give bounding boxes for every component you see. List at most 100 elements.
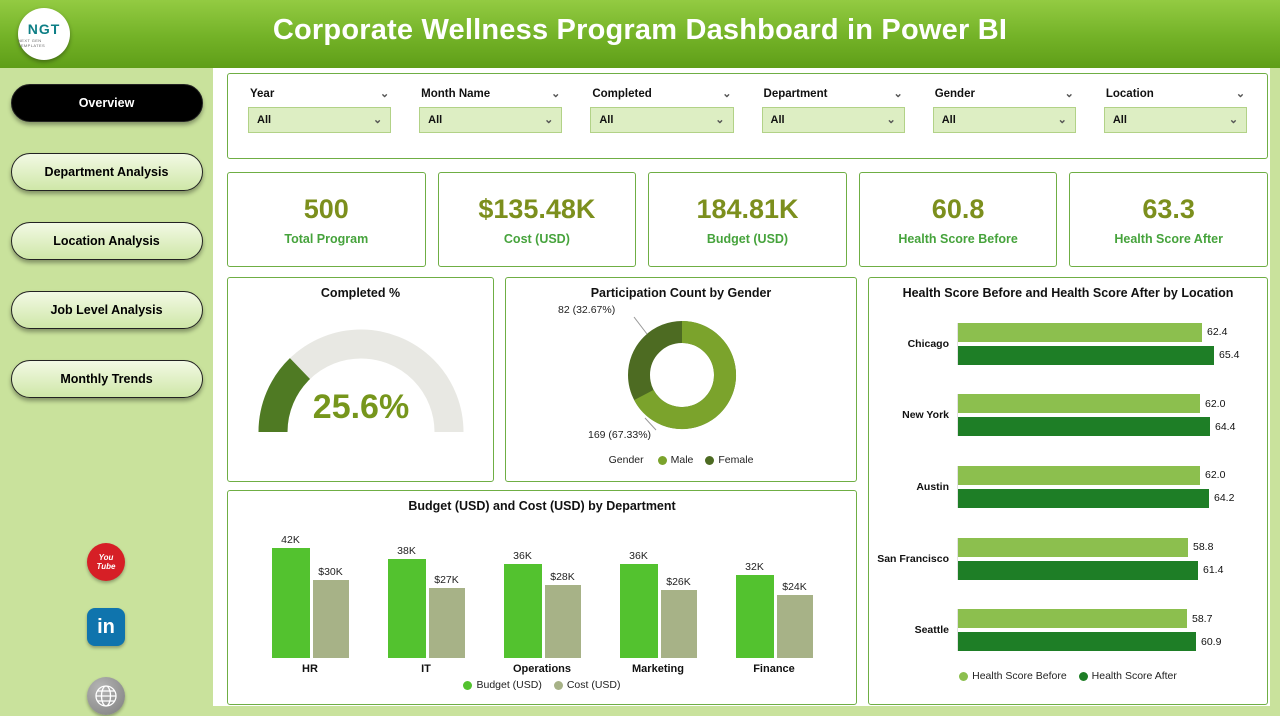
bar-column: 42K — [271, 534, 310, 658]
column-bar[interactable] — [735, 575, 774, 658]
hbar-bar[interactable] — [958, 632, 1196, 652]
legend-item[interactable]: Male — [657, 454, 694, 466]
filter-label: Gender — [934, 88, 975, 100]
hbar-rows: Chicago 62.4 65.4 New York 62.0 64.4 Austin 62.… — [869, 300, 1267, 666]
hbar-bar[interactable] — [958, 488, 1209, 508]
sidebar-item-department-analysis[interactable]: Department Analysis — [10, 153, 203, 191]
chevron-down-icon[interactable]: ⌄ — [1235, 88, 1246, 100]
youtube-icon[interactable]: You Tube — [87, 543, 125, 581]
chart-title: Participation Count by Gender — [590, 286, 772, 300]
column-bar[interactable] — [312, 580, 349, 658]
column-bars: 36K $26K — [619, 550, 697, 658]
donut-card: Participation Count by Gender 82 (32.67%… — [505, 277, 857, 482]
column-bar[interactable] — [776, 595, 813, 658]
filter-month-dropdown[interactable]: All ⌄ — [419, 107, 563, 133]
kpi-label: Cost (USD) — [503, 231, 570, 246]
filter-month-name: Month Name ⌄ All ⌄ — [419, 88, 563, 158]
filter-department-dropdown[interactable]: All ⌄ — [761, 107, 905, 133]
hbar-line: 58.7 — [958, 609, 1259, 629]
data-label: $26K — [666, 576, 691, 588]
hbar-line: 62.4 — [958, 322, 1259, 342]
filter-location-dropdown[interactable]: All ⌄ — [1103, 107, 1248, 133]
column-bars: 38K $27K — [387, 545, 465, 658]
filter-value: All — [1112, 114, 1127, 126]
kpi-label: Budget (USD) — [706, 231, 789, 246]
chevron-down-icon[interactable]: ⌄ — [722, 88, 732, 100]
hbar-line: 65.4 — [958, 345, 1259, 365]
sidebar-item-location-analysis[interactable]: Location Analysis — [10, 222, 203, 260]
hbar-line: 62.0 — [958, 394, 1259, 414]
column-bars: 32K $24K — [735, 561, 813, 658]
hbar-row: Austin 62.0 64.2 — [877, 465, 1259, 508]
chevron-down-icon[interactable]: ⌄ — [379, 88, 390, 100]
hbar-bar[interactable] — [958, 394, 1200, 414]
data-label: 58.8 — [1193, 541, 1214, 554]
filter-label: Department — [763, 88, 828, 100]
filter-gender-dropdown[interactable]: All ⌄ — [932, 107, 1076, 133]
column-bar[interactable] — [271, 548, 310, 658]
data-label: 62.0 — [1205, 469, 1226, 482]
data-label: $30K — [318, 566, 343, 578]
legend-item[interactable]: Female — [705, 454, 753, 466]
logo-subtext: NEXT GEN TEMPLATES — [18, 37, 46, 48]
legend-label: Budget (USD) — [476, 679, 542, 691]
hbar-bar[interactable] — [958, 417, 1210, 437]
donut-svg — [628, 316, 736, 431]
chevron-down-icon[interactable]: ⌄ — [1064, 88, 1074, 100]
bar-column: 36K — [503, 550, 542, 658]
filter-label: Completed — [592, 88, 652, 100]
linkedin-icon[interactable]: in — [87, 608, 125, 646]
website-globe-icon[interactable] — [87, 677, 125, 715]
kpi-card-cost: $135.48K Cost (USD) — [437, 172, 637, 267]
gauge-chart: 25.6% — [228, 300, 493, 452]
filter-year-dropdown[interactable]: All ⌄ — [248, 107, 392, 133]
legend-item[interactable]: Cost (USD) — [553, 679, 621, 691]
chevron-down-icon: ⌄ — [715, 114, 725, 126]
sidebar-item-overview[interactable]: Overview — [10, 84, 203, 122]
bar-column: 36K — [619, 550, 658, 658]
column-bar[interactable] — [544, 585, 581, 658]
hbar-line: 64.4 — [958, 417, 1259, 437]
hbar-line: 61.4 — [958, 560, 1259, 580]
hbar-chart-card: Health Score Before and Health Score Aft… — [868, 277, 1268, 705]
data-label: 60.9 — [1201, 635, 1222, 648]
column-bar[interactable] — [387, 559, 426, 658]
data-label: 64.2 — [1214, 492, 1235, 505]
hbar-line: 62.0 — [958, 465, 1259, 485]
sidebar-item-job-level-analysis[interactable]: Job Level Analysis — [10, 291, 203, 329]
legend-item[interactable]: Budget (USD) — [463, 679, 542, 691]
kpi-card-health-before: 60.8 Health Score Before — [858, 172, 1058, 267]
data-label: 36K — [629, 550, 648, 562]
hbar-row: San Francisco 58.8 61.4 — [877, 537, 1259, 580]
hbar-bar[interactable] — [958, 345, 1214, 365]
hbar-bar[interactable] — [958, 465, 1200, 485]
hbar-bar[interactable] — [958, 609, 1187, 629]
chevron-down-icon[interactable]: ⌄ — [893, 88, 903, 100]
bar-column: 38K — [387, 545, 426, 658]
legend-item[interactable]: Health Score Before — [959, 670, 1067, 682]
bar-column: $28K — [544, 571, 581, 658]
column-bars: 36K $28K — [503, 550, 581, 658]
chevron-down-icon[interactable]: ⌄ — [551, 88, 561, 100]
column-bar[interactable] — [428, 588, 465, 658]
app-header: NGT NEXT GEN TEMPLATES Corporate Wellnes… — [0, 0, 1280, 68]
hbar-bar[interactable] — [958, 537, 1188, 557]
colbar-legend: Budget (USD) Cost (USD) — [228, 679, 856, 691]
data-label: 64.4 — [1215, 420, 1236, 433]
legend-label: Male — [670, 454, 694, 466]
hbar-row: New York 62.0 64.4 — [877, 394, 1259, 437]
donut-slice-male[interactable] — [634, 321, 736, 429]
column-bar[interactable] — [619, 564, 658, 658]
legend-item[interactable]: Health Score After — [1078, 670, 1177, 682]
data-label: 42K — [281, 534, 300, 546]
data-label: 38K — [397, 545, 416, 557]
filter-completed-dropdown[interactable]: All ⌄ — [590, 107, 734, 133]
hbar-bar[interactable] — [958, 322, 1202, 342]
donut-label-male: 169 (67.33%) — [588, 429, 652, 441]
column-bar[interactable] — [660, 590, 697, 658]
bar-column: $26K — [660, 576, 697, 658]
hbar-bar[interactable] — [958, 560, 1198, 580]
hbar-line: 58.8 — [958, 537, 1259, 557]
column-bar[interactable] — [503, 564, 542, 658]
sidebar-item-monthly-trends[interactable]: Monthly Trends — [10, 360, 203, 398]
